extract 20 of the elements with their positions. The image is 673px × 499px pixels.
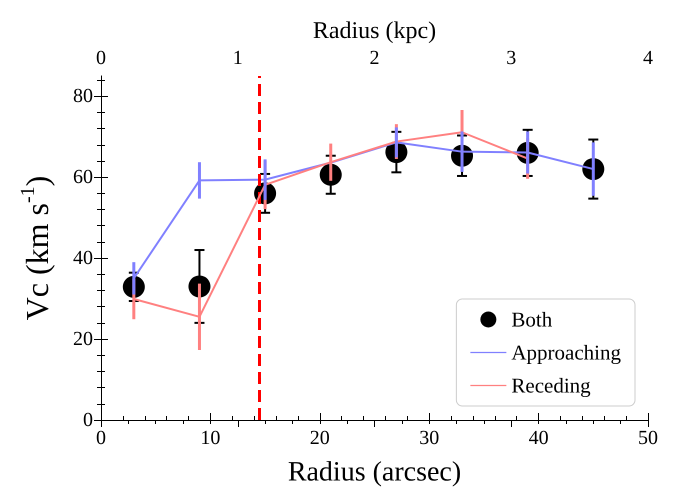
x2-tick-label: 1 [232,47,243,69]
x-tick-label: 40 [528,427,549,449]
y-tick-label: 40 [73,247,93,270]
x-tick-label: 10 [200,427,220,449]
y-tick-label: 80 [73,85,93,108]
x-axis-title: Radius (arcsec) [288,456,462,488]
y-tick-label: 0 [83,409,93,431]
x2-tick-label: 4 [643,47,653,69]
x2-tick-label: 2 [370,47,380,69]
y-tick-label: 20 [73,328,93,350]
x-tick-label: 50 [638,427,658,449]
x-tick-label: 30 [419,427,440,449]
legend-label: Receding [511,374,592,398]
y-tick-label: 60 [73,166,93,188]
x2-axis-title: Radius (kpc) [312,18,436,44]
legend-label: Both [511,308,553,332]
x2-tick-label: 3 [506,47,516,69]
y-axis-title: Vc (km s-1) [17,176,55,320]
legend-label: Approaching [511,340,622,364]
x-tick-label: 20 [310,427,330,449]
